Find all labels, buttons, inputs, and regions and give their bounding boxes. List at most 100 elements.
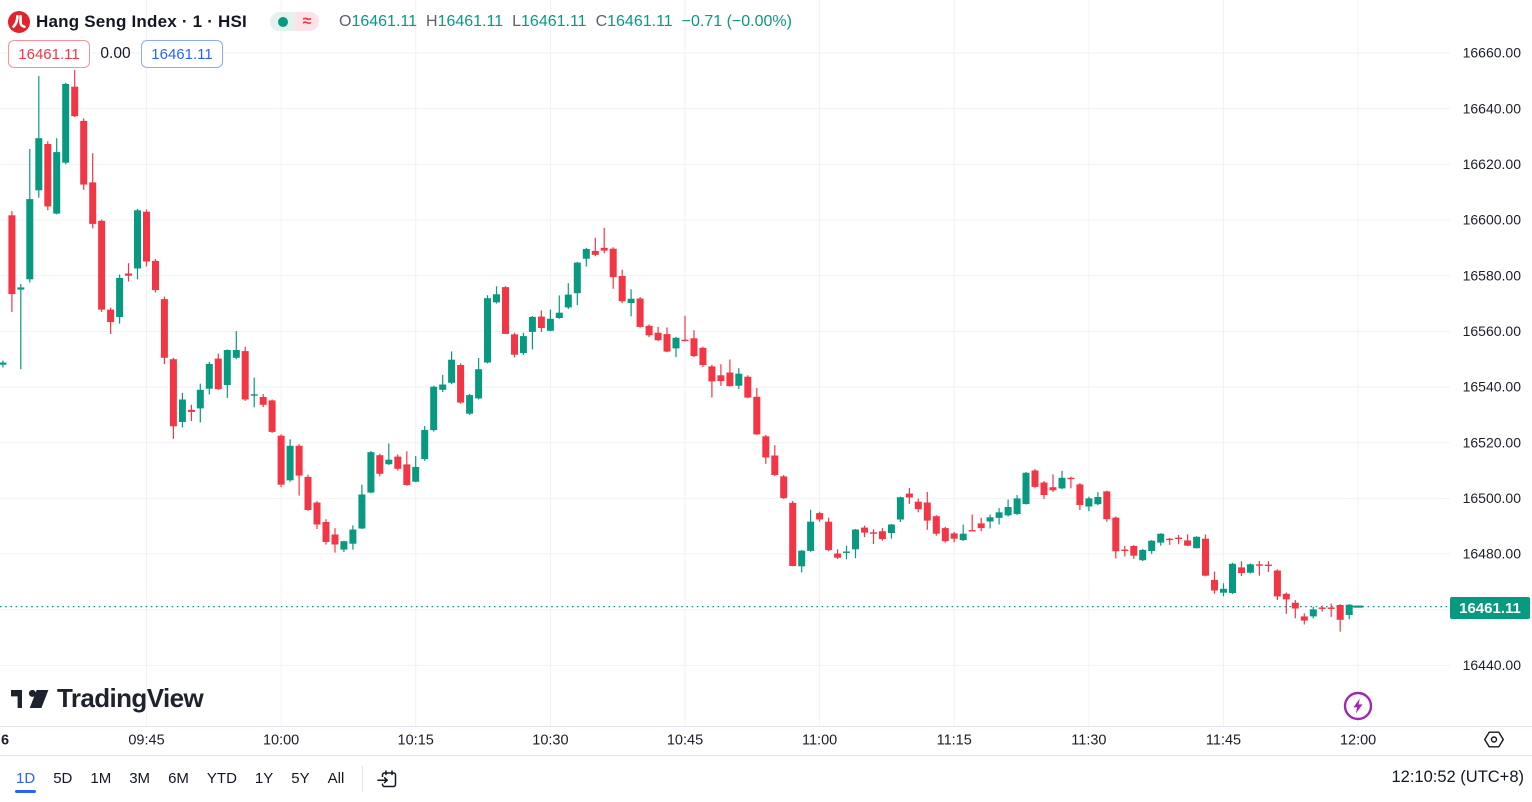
range-5D[interactable]: 5D [53,769,73,787]
candle [825,517,833,552]
candle [1273,569,1281,600]
candle [394,454,402,471]
candle [1166,537,1174,545]
sell-button[interactable]: 16461.11 [8,40,90,68]
candle [358,484,366,529]
candle [295,444,303,496]
candle [143,209,150,267]
price-scale[interactable]: 16660.00 16640.00 16620.00 16600.00 16580.00… [1463,45,1522,673]
candle [340,540,348,553]
candle [152,259,159,293]
candle [196,383,204,423]
candle [205,362,213,395]
candle [816,511,824,522]
candle [1148,540,1156,554]
spread-value: 0.00 [100,45,131,62]
range-1D[interactable]: 1D [14,764,37,795]
candle [1353,605,1363,608]
price-scale-label: 16500.00 [1463,490,1522,506]
candle [421,426,429,461]
candle [699,346,707,367]
candle [1282,592,1290,614]
time-scale-label: 11:15 [937,733,972,749]
watermark-text: TradingView [57,683,204,713]
candle [941,526,949,543]
candle [1229,562,1236,595]
candle [134,208,141,280]
close-value: C16461.11 [595,12,673,30]
candle [905,488,913,504]
candle [331,528,339,553]
range-1Y[interactable]: 1Y [254,769,274,787]
price-scale-label: 16480.00 [1463,546,1522,562]
candle [1211,571,1218,594]
candle [62,82,70,165]
candle [1184,534,1192,547]
range-YTD[interactable]: YTD [206,769,237,787]
candle [98,219,106,312]
candle [663,327,671,353]
candle [834,549,842,559]
candle [457,363,465,404]
market-status-pill[interactable]: ≈ [270,12,319,31]
candle [923,492,931,530]
range-6M[interactable]: 6M [168,769,189,787]
candle [1085,496,1093,512]
price-scale-label: 16580.00 [1463,267,1522,283]
candle [528,316,536,350]
candle [0,360,7,368]
candle [1130,545,1138,559]
candle [1094,492,1102,506]
candle [8,211,16,313]
buy-button[interactable]: 16461.11 [141,40,223,68]
candle [887,524,895,539]
scale-settings-icon[interactable] [1483,730,1505,749]
candle [1013,495,1021,516]
candle [555,295,563,319]
ohlc-values: O16461.11 H16461.11 L16461.11 C16461.11 … [339,13,792,31]
tradingview-watermark[interactable]: TradingView [11,683,204,715]
change-value: −0.71 (−0.00%) [681,12,792,30]
candle [241,346,249,401]
time-scale-label: 11:45 [1206,733,1241,749]
candle [645,324,653,338]
go-to-date-icon[interactable] [376,767,400,791]
time-scale-label: 10:15 [398,733,434,749]
candle [1031,468,1039,488]
candle [53,138,61,215]
candle [744,375,752,399]
time-scale-label: 11:30 [1071,733,1106,749]
low-value: L16461.11 [512,12,587,30]
lightning-icon[interactable] [1343,691,1373,721]
candle [304,474,312,511]
candle [71,70,79,117]
range-All[interactable]: All [327,769,345,787]
candle [89,153,97,229]
candle [250,377,258,408]
clock-label[interactable]: 12:10:52 (UTC+8) [1391,768,1524,786]
hang-seng-logo-icon[interactable] [8,10,30,33]
candle [268,399,276,433]
time-scale[interactable]: 09:45 10:00 10:15 10:30 10:45 11:00 11:15 11:30… [1,733,1376,749]
candlestick-chart[interactable]: 16660.00 16640.00 16620.00 16600.00 16580.00… [0,0,1532,756]
trade-buttons-row: 16461.11 0.00 16461.11 [8,40,223,68]
range-1M[interactable]: 1M [90,769,112,787]
candle [1238,561,1245,576]
candle [762,434,770,464]
symbol-title[interactable]: Hang Seng Index · 1 · HSI [36,11,247,31]
candle [986,514,994,529]
candle [672,336,680,358]
candle [564,283,572,310]
candle [160,296,168,365]
candle [403,451,411,486]
price-scale-label: 16520.00 [1463,434,1522,450]
candle [385,443,393,465]
candle [80,118,88,190]
candle [107,307,115,335]
candle [322,519,330,545]
candle [277,434,285,488]
market-open-indicator [270,12,295,31]
range-3M[interactable]: 3M [129,769,151,787]
range-5Y[interactable]: 5Y [291,769,310,787]
candle [537,310,545,332]
